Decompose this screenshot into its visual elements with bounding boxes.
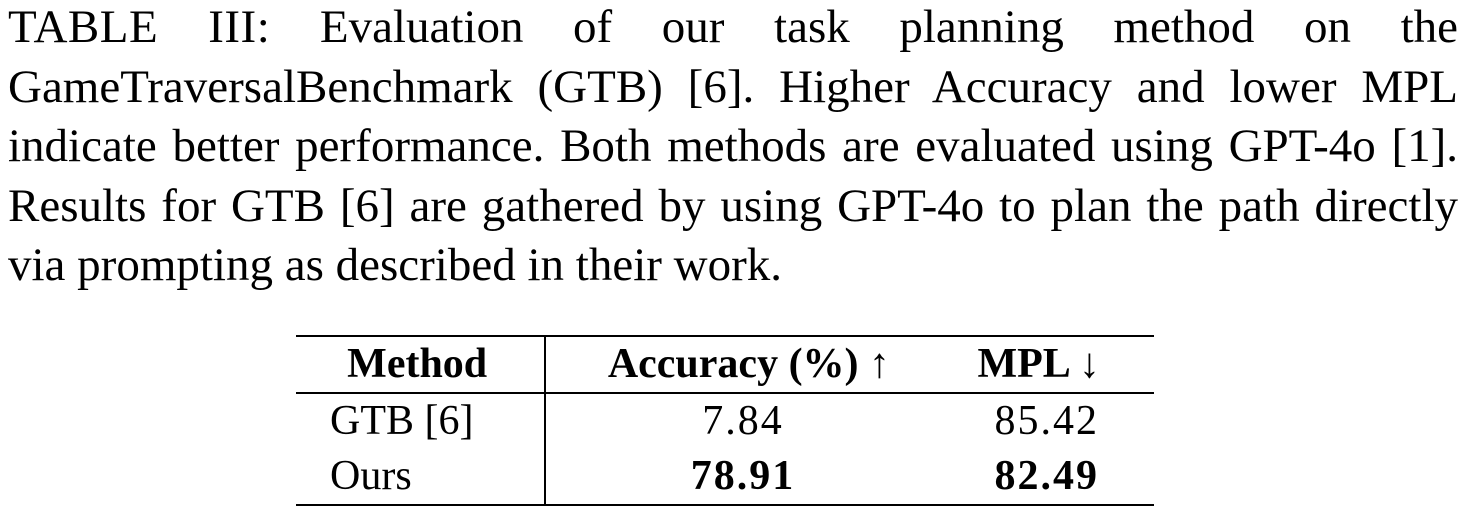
table-caption: TABLE III: Evaluation of our task planni… [8, 0, 1458, 296]
row-ours-accuracy: 78.91 [690, 453, 796, 499]
row-gtb-method: GTB [6] [296, 393, 547, 449]
caption-text: Evaluation of our task planning method o… [8, 1, 1458, 291]
row-ours-mpl: 82.49 [994, 453, 1099, 499]
results-table: Method Accuracy (%) ↑ MPL ↓ GTB [6] 7.84… [296, 335, 1154, 506]
table-body: GTB [6] 7.84 85.42 Ours 78.91 82.49 [296, 393, 1154, 505]
header-method: Method [296, 336, 547, 393]
table-header: Method Accuracy (%) ↑ MPL ↓ [296, 336, 1154, 393]
row-gtb-mpl: 85.42 [994, 398, 1099, 444]
header-mpl: MPL ↓ [977, 341, 1101, 387]
table-row: GTB [6] 7.84 85.42 [296, 393, 1154, 449]
table-row: Ours 78.91 82.49 [296, 449, 1154, 505]
header-row: Method Accuracy (%) ↑ MPL ↓ [296, 336, 1154, 393]
row-ours-method: Ours [296, 449, 547, 505]
caption-label: TABLE III: [8, 1, 271, 53]
row-gtb-accuracy: 7.84 [702, 398, 784, 444]
header-accuracy: Accuracy (%) ↑ [607, 341, 891, 387]
